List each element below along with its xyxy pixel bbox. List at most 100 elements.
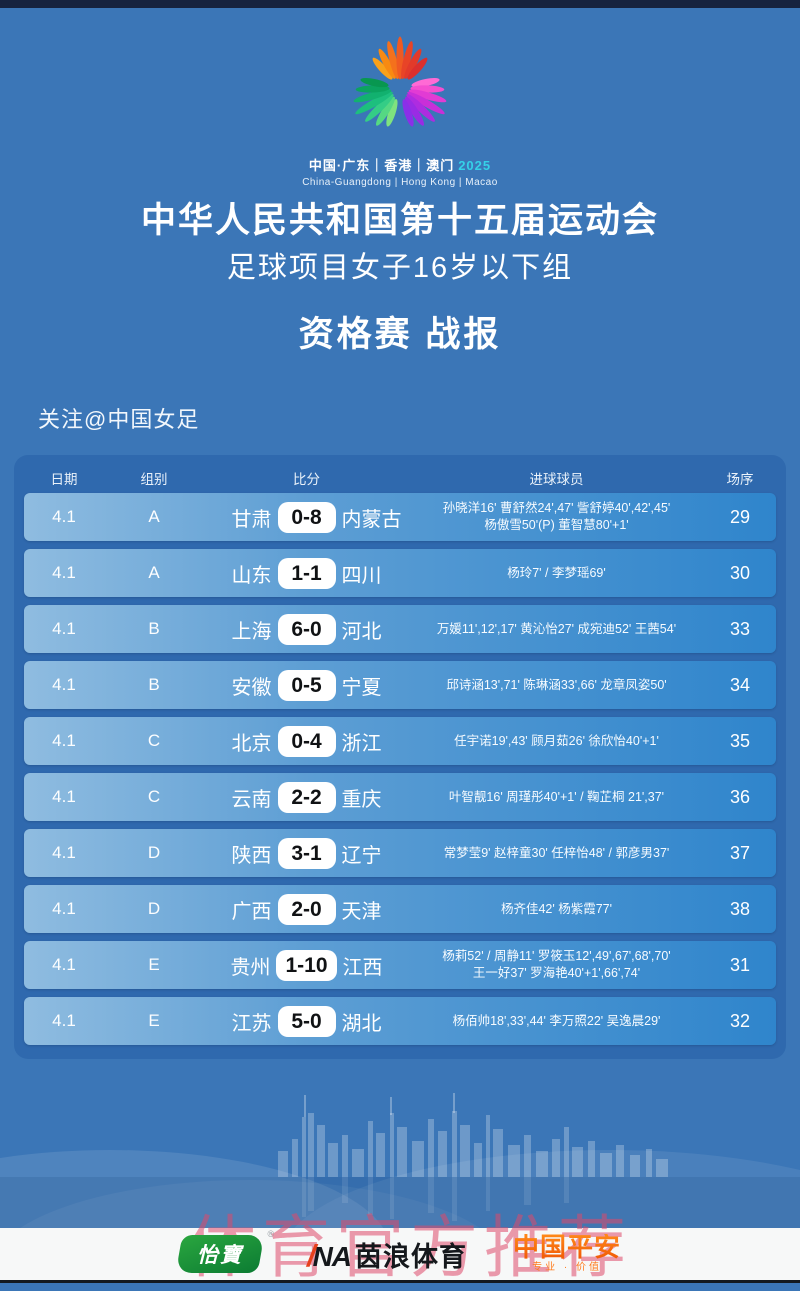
match-date: 4.1: [52, 507, 76, 526]
score-badge: 3-1: [277, 837, 336, 869]
match-number: 35: [729, 730, 751, 751]
score-badge: 0-4: [277, 725, 336, 757]
away-team: 江西: [342, 956, 383, 979]
table-row: 4.1 D 陕西 3-1 辽宁 常梦莹9' 赵梓童30' 任梓怡48' / 郭彦…: [24, 829, 776, 877]
table-header: 日期 组别 比分 进球球员 场序: [24, 463, 776, 493]
scorers-line: 杨莉52' / 周静11' 罗筱玉12',49',67',68',70': [442, 949, 671, 964]
ina-logo-name: 茵浪体育: [355, 1241, 468, 1272]
away-team: 天津: [341, 900, 382, 923]
match-date: 4.1: [52, 563, 76, 582]
match-number: 38: [729, 898, 751, 919]
matchup: 江苏 5-0 湖北: [204, 1005, 409, 1037]
follow-account-text: 关注@中国女足: [38, 407, 200, 432]
score-badge: 0-5: [277, 669, 336, 701]
match-group: D: [147, 899, 161, 918]
home-team: 江苏: [231, 1012, 272, 1035]
match-number: 34: [729, 674, 751, 695]
pingan-logo-name: 中国平安: [513, 1232, 622, 1263]
goal-scorers: 邱诗涵13',71' 陈琳涵33',66' 龙章凤姿50': [409, 677, 704, 694]
match-group: C: [147, 731, 161, 750]
pingan-logo: 中国平安 专业 · 价值: [513, 1232, 622, 1274]
away-team: 辽宁: [341, 844, 382, 867]
results-table-card: 日期 组别 比分 进球球员 场序 4.1 A 甘肃 0-8 内蒙古 孙晓洋16'…: [14, 455, 786, 1059]
report-title: 资格赛 战报: [298, 315, 502, 354]
matchup: 贵州 1-10 江西: [204, 949, 409, 981]
scorers-line: 万媛11',12',17' 黄沁怡27' 成宛迪52' 王茜54': [436, 621, 677, 636]
goal-scorers: 杨玲7' / 李梦瑶69': [409, 565, 704, 582]
games-pinwheel-logo-icon: [353, 36, 447, 127]
match-date: 4.1: [52, 1011, 76, 1030]
scorers-line: 常梦莹9' 赵梓童30' 任梓怡48' / 郭彦男37': [443, 845, 670, 860]
match-group: D: [147, 843, 161, 862]
scorers-line: 杨齐佳42' 杨紫霞77': [500, 901, 613, 916]
match-group: A: [148, 563, 160, 582]
col-header-group: 组别: [140, 472, 168, 487]
match-date: 4.1: [52, 843, 76, 862]
home-team: 安徽: [231, 676, 272, 699]
score-badge: 2-2: [277, 781, 336, 813]
match-group: B: [148, 675, 160, 694]
logo-host-cities-cn: 中国·广东｜香港｜澳门: [308, 158, 455, 173]
away-team: 内蒙古: [341, 508, 402, 531]
page-subtitle: 足球项目女子16岁以下组: [226, 252, 574, 284]
match-number: 30: [729, 562, 751, 583]
away-team: 四川: [341, 564, 382, 587]
match-group: E: [148, 955, 160, 974]
away-team: 河北: [341, 620, 382, 643]
table-row: 4.1 B 安徽 0-5 宁夏 邱诗涵13',71' 陈琳涵33',66' 龙章…: [24, 661, 776, 709]
home-team: 广西: [231, 900, 272, 923]
match-number: 32: [729, 1010, 751, 1031]
match-date: 4.1: [52, 899, 76, 918]
goal-scorers: 杨齐佳42' 杨紫霞77': [409, 901, 704, 918]
table-body: 4.1 A 甘肃 0-8 内蒙古 孙晓洋16' 曹舒然24',47' 訾舒婷40…: [24, 493, 776, 1045]
bottom-border-strip: [0, 1280, 800, 1283]
scorers-line: 邱诗涵13',71' 陈琳涵33',66' 龙章凤姿50': [446, 677, 667, 692]
score-badge: 1-1: [277, 557, 336, 589]
score-badge: 5-0: [277, 1005, 336, 1037]
score-badge: 2-0: [277, 893, 336, 925]
home-team: 云南: [231, 788, 272, 811]
home-team: 甘肃: [231, 508, 272, 531]
yibao-logo: 怡寶 ®: [175, 1229, 274, 1273]
scorers-line: 杨佰帅18',33',44' 李万照22' 吴逸晨29': [452, 1013, 661, 1028]
logo-host-cities-en: China-Guangdong | Hong Kong | Macao: [302, 177, 498, 188]
matchup: 广西 2-0 天津: [204, 893, 409, 925]
pingan-tagline: 专业 · 价值: [532, 1262, 602, 1274]
matchup: 陕西 3-1 辽宁: [204, 837, 409, 869]
match-group: A: [148, 507, 160, 526]
matchup: 上海 6-0 河北: [204, 613, 409, 645]
ina-sports-logo: / NA 茵浪体育: [307, 1235, 467, 1274]
yibao-logo-text: 怡寶: [196, 1244, 243, 1267]
registered-mark: ®: [267, 1229, 275, 1239]
home-team: 上海: [231, 620, 272, 643]
logo-year: 2025: [458, 158, 492, 173]
table-row: 4.1 E 贵州 1-10 江西 杨莉52' / 周静11' 罗筱玉12',49…: [24, 941, 776, 989]
home-team: 贵州: [230, 956, 271, 979]
match-date: 4.1: [52, 731, 76, 750]
home-team: 北京: [231, 732, 272, 755]
home-team: 陕西: [231, 844, 272, 867]
away-team: 重庆: [341, 788, 382, 811]
goal-scorers: 杨莉52' / 周静11' 罗筱玉12',49',67',68',70' 王一好…: [409, 948, 704, 982]
page-title: 中华人民共和国第十五届运动会: [140, 201, 659, 240]
table-row: 4.1 D 广西 2-0 天津 杨齐佳42' 杨紫霞77' 38: [24, 885, 776, 933]
table-row: 4.1 A 山东 1-1 四川 杨玲7' / 李梦瑶69' 30: [24, 549, 776, 597]
away-team: 宁夏: [341, 676, 382, 699]
goal-scorers: 叶智靓16' 周瑾彤40'+1' / 鞠芷桐 21',37': [409, 789, 704, 806]
match-date: 4.1: [52, 955, 76, 974]
matchup: 北京 0-4 浙江: [204, 725, 409, 757]
matchup: 山东 1-1 四川: [204, 557, 409, 589]
scorers-line: 任宇诺19',43' 顾月茹26' 徐欣怡40'+1': [454, 733, 659, 748]
match-number: 29: [729, 506, 751, 527]
goal-scorers: 万媛11',12',17' 黄沁怡27' 成宛迪52' 王茜54': [409, 621, 704, 638]
table-row: 4.1 B 上海 6-0 河北 万媛11',12',17' 黄沁怡27' 成宛迪…: [24, 605, 776, 653]
games-logo-block: 中国·广东｜香港｜澳门 2025 China-Guangdong | Hong K…: [0, 28, 800, 188]
match-number: 33: [729, 618, 751, 639]
table-row: 4.1 C 云南 2-2 重庆 叶智靓16' 周瑾彤40'+1' / 鞠芷桐 2…: [24, 773, 776, 821]
footer-bar: [0, 1228, 800, 1280]
scorers-line: 孙晓洋16' 曹舒然24',47' 訾舒婷40',42',45': [442, 501, 671, 516]
match-group: C: [147, 787, 161, 806]
match-date: 4.1: [52, 619, 76, 638]
match-date: 4.1: [52, 787, 76, 806]
